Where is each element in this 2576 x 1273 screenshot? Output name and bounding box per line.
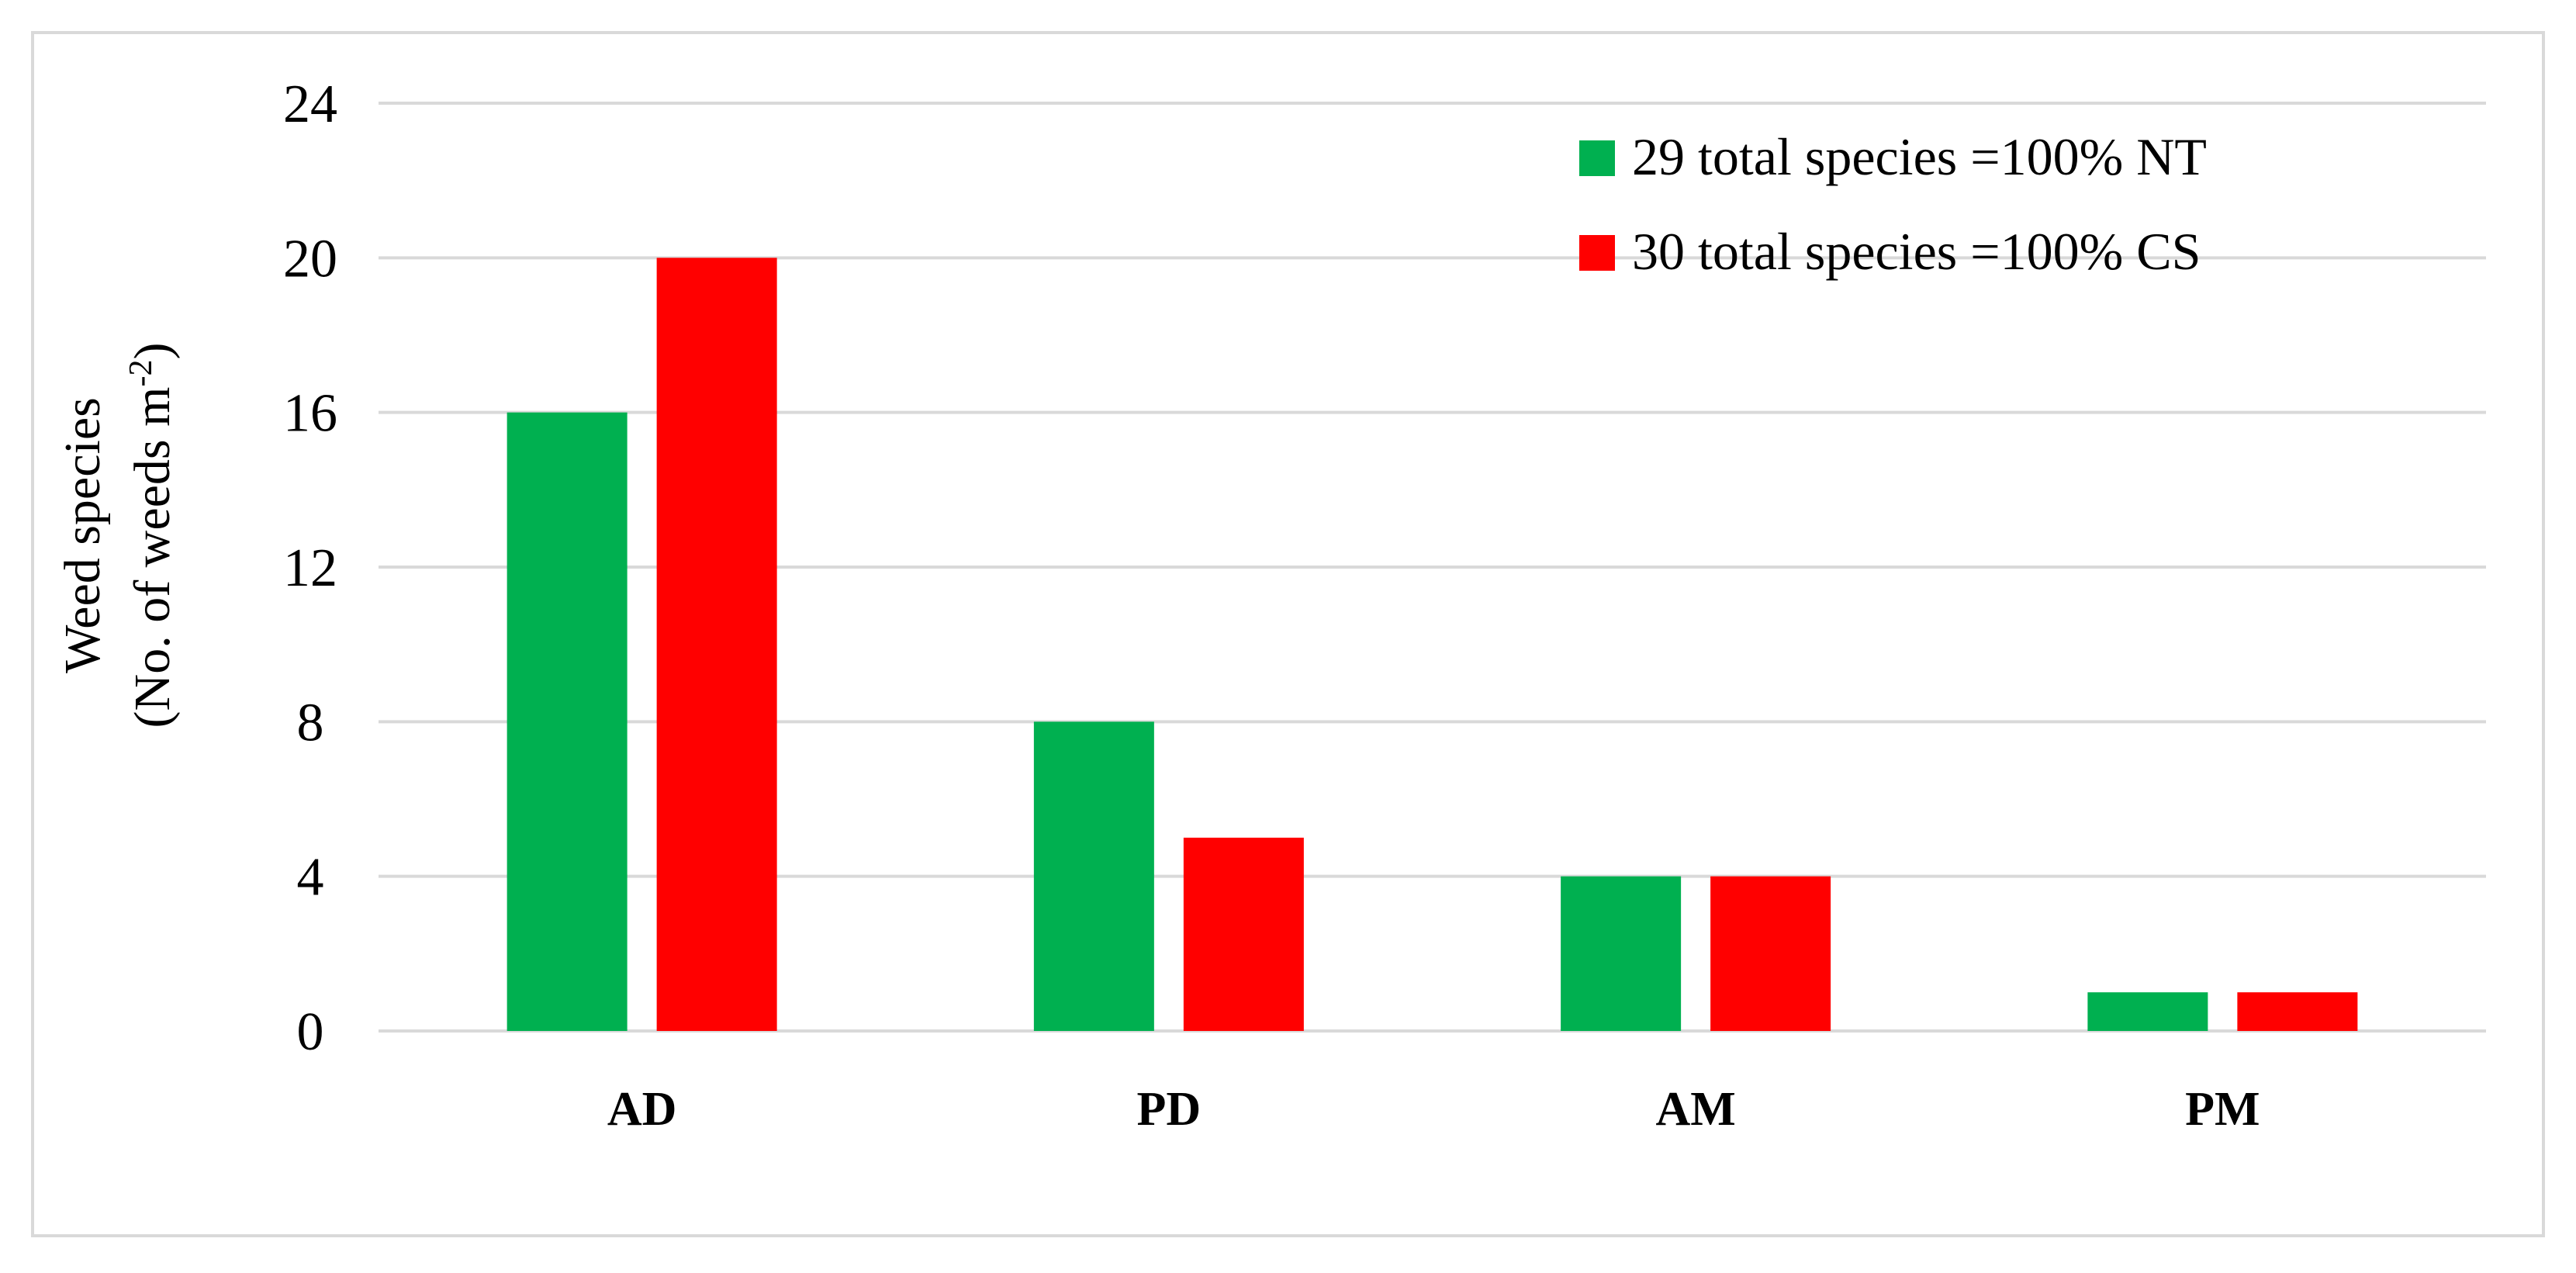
- x-category-label: PD: [1137, 1083, 1202, 1136]
- y-axis-title-line2: (No. of weeds m-2): [123, 343, 181, 728]
- x-category-label: PM: [2185, 1083, 2260, 1136]
- bar-ad-series-1: [507, 412, 628, 1031]
- y-tick-label: 8: [297, 693, 324, 752]
- y-tick-label: 20: [283, 229, 337, 289]
- legend-label: 29 total species =100% NT: [1632, 127, 2207, 186]
- legend-swatch: [1579, 235, 1615, 271]
- y-axis-title-line1: Weed species: [54, 397, 111, 673]
- y-tick-label: 4: [297, 848, 324, 908]
- bar-pm-series-2: [2237, 992, 2358, 1031]
- bar-ad-series-2: [656, 258, 777, 1031]
- legend-swatch: [1579, 140, 1615, 176]
- y-axis-ticks: 0 4 8 12 16 20 24: [283, 74, 337, 1062]
- legend: 29 total species =100% NT 30 total specie…: [1579, 127, 2207, 281]
- bar-pm-series-1: [2087, 992, 2208, 1031]
- legend-label: 30 total species =100% CS: [1632, 222, 2201, 281]
- y-axis-title-line2-suffix: ): [124, 343, 181, 360]
- y-tick-label: 24: [283, 74, 337, 134]
- bar-pd-series-1: [1033, 721, 1154, 1031]
- y-axis-title-superscript: -2: [123, 360, 159, 387]
- y-tick-label: 0: [297, 1002, 324, 1062]
- x-category-label: AM: [1655, 1083, 1735, 1136]
- y-tick-label: 12: [283, 538, 337, 598]
- bar-pd-series-2: [1183, 837, 1304, 1031]
- chart-frame: [31, 31, 2545, 1237]
- bar-am-series-2: [1710, 876, 1831, 1031]
- x-category-label: AD: [607, 1083, 677, 1136]
- y-tick-label: 16: [283, 384, 337, 444]
- bar-am-series-1: [1561, 876, 1682, 1031]
- x-axis-categories: AD PD AM PM: [607, 1083, 2260, 1136]
- bars: [507, 258, 2358, 1031]
- y-axis-title-line2-prefix: (No. of weeds m: [124, 387, 181, 728]
